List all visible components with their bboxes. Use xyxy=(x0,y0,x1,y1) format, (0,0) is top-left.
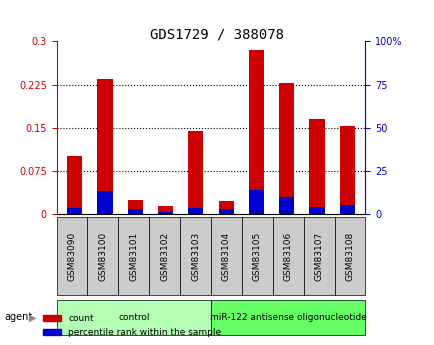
Text: GSM83102: GSM83102 xyxy=(160,231,169,281)
Text: GSM83090: GSM83090 xyxy=(67,231,76,281)
Bar xyxy=(339,205,354,214)
Bar xyxy=(97,79,112,214)
Text: agent: agent xyxy=(4,313,33,322)
Bar xyxy=(188,130,203,214)
Bar xyxy=(248,50,263,214)
Bar xyxy=(97,191,112,214)
Text: GSM83107: GSM83107 xyxy=(314,231,323,281)
Text: GSM83108: GSM83108 xyxy=(345,231,354,281)
Bar xyxy=(279,83,293,214)
Bar xyxy=(67,208,82,214)
Text: ▶: ▶ xyxy=(29,313,36,322)
Text: GSM83101: GSM83101 xyxy=(129,231,138,281)
Bar xyxy=(309,207,324,214)
Bar xyxy=(158,212,173,214)
Bar xyxy=(339,127,354,214)
Bar xyxy=(218,209,233,214)
Bar xyxy=(158,206,173,214)
Legend: count, percentile rank within the sample: count, percentile rank within the sample xyxy=(39,311,224,341)
Text: control: control xyxy=(118,313,149,322)
Text: GDS1729 / 388078: GDS1729 / 388078 xyxy=(150,28,284,42)
Bar xyxy=(279,197,293,214)
Text: GSM83106: GSM83106 xyxy=(283,231,292,281)
Bar xyxy=(248,190,263,214)
Text: GSM83103: GSM83103 xyxy=(191,231,200,281)
Text: miR-122 antisense oligonucleotide: miR-122 antisense oligonucleotide xyxy=(209,313,366,322)
Bar xyxy=(128,199,142,214)
Text: GSM83100: GSM83100 xyxy=(98,231,107,281)
Text: GSM83105: GSM83105 xyxy=(252,231,261,281)
Bar xyxy=(128,209,142,214)
Text: GSM83104: GSM83104 xyxy=(221,231,230,281)
Bar xyxy=(309,119,324,214)
Bar xyxy=(218,201,233,214)
Bar xyxy=(67,156,82,214)
Bar xyxy=(188,208,203,214)
